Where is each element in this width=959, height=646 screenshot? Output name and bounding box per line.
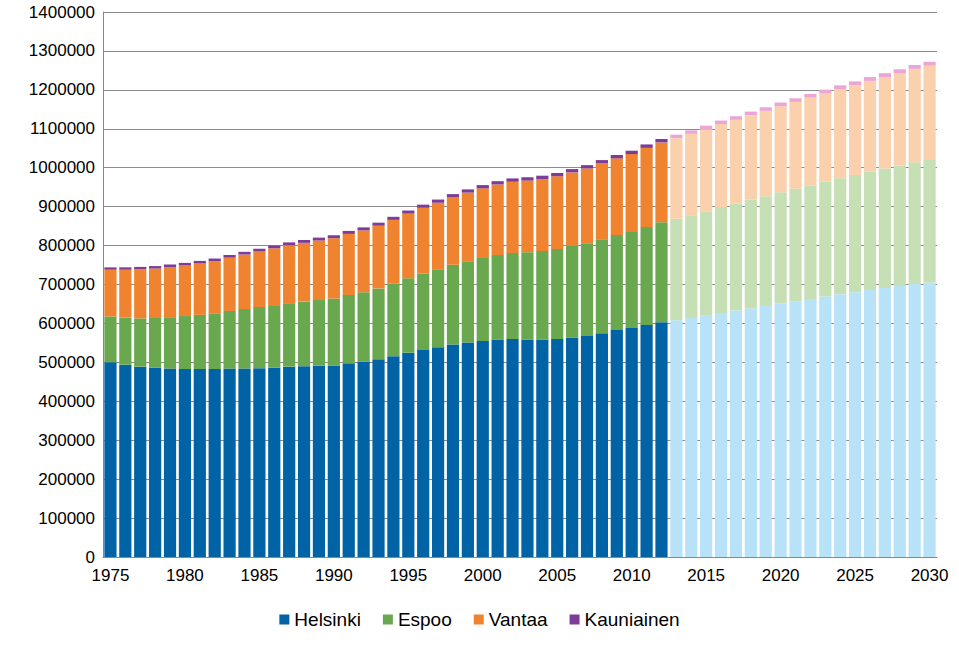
svg-text:0: 0 [86,548,95,567]
svg-text:2015: 2015 [687,566,725,585]
svg-text:800000: 800000 [38,236,95,255]
svg-text:1200000: 1200000 [29,80,95,99]
svg-text:600000: 600000 [38,314,95,333]
svg-text:1300000: 1300000 [29,41,95,60]
svg-text:1100000: 1100000 [30,119,95,138]
svg-text:2010: 2010 [613,566,651,585]
svg-text:1990: 1990 [315,566,353,585]
svg-text:100000: 100000 [38,509,95,528]
svg-text:1995: 1995 [389,566,427,585]
svg-text:2025: 2025 [836,566,874,585]
svg-text:Vantaa: Vantaa [489,609,548,630]
svg-text:500000: 500000 [38,353,95,372]
svg-text:Kauniainen: Kauniainen [585,609,680,630]
svg-text:2030: 2030 [911,566,949,585]
svg-text:900000: 900000 [38,197,95,216]
svg-text:Helsinki: Helsinki [294,609,361,630]
svg-text:1985: 1985 [240,566,278,585]
svg-text:300000: 300000 [38,431,95,450]
svg-text:1400000: 1400000 [29,3,95,22]
svg-text:200000: 200000 [38,470,95,489]
svg-text:2000: 2000 [464,566,502,585]
svg-text:Espoo: Espoo [398,609,452,630]
svg-text:2005: 2005 [538,566,576,585]
svg-text:2020: 2020 [762,566,800,585]
svg-text:700000: 700000 [38,275,95,294]
svg-text:1980: 1980 [166,566,204,585]
svg-text:400000: 400000 [38,392,95,411]
svg-text:1975: 1975 [92,566,130,585]
svg-text:1000000: 1000000 [29,158,95,177]
